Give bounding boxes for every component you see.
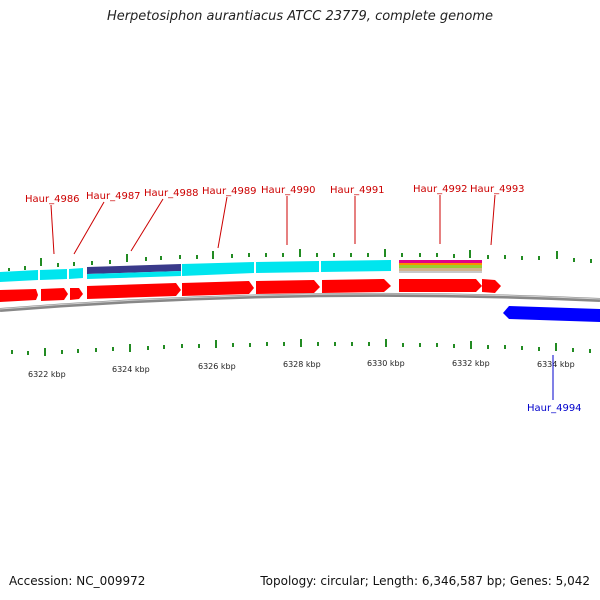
forward-gene-arrow — [87, 283, 181, 299]
reverse-gene-arrow — [503, 306, 600, 322]
forward-gene-track — [0, 279, 501, 302]
forward-gene-arrow — [256, 280, 320, 294]
gene-label: Haur_4987 — [86, 191, 141, 202]
leader-line — [50, 204, 55, 255]
upper-tick-row — [8, 249, 592, 271]
gene-label: Haur_4988 — [144, 188, 199, 199]
topology-text: Topology: circular; Length: 6,346,587 bp… — [260, 574, 590, 588]
forward-label-leaders — [50, 194, 496, 255]
kbp-label: 6330 kbp — [367, 359, 405, 368]
gene-label: Haur_4990 — [261, 185, 316, 196]
multicolor-feature — [399, 260, 482, 273]
cyan-feature — [87, 271, 181, 279]
lower-tick-row — [11, 339, 591, 356]
gene-label: Haur_4992 — [413, 184, 468, 195]
tan-stripe — [399, 268, 482, 271]
kbp-label: 6326 kbp — [198, 362, 236, 371]
kbp-label: 6334 kbp — [537, 360, 575, 369]
cyan-feature — [182, 262, 254, 276]
kbp-label: 6324 kbp — [112, 365, 150, 374]
forward-gene-labels: Haur_4986 Haur_4987 Haur_4988 Haur_4989 … — [25, 184, 525, 205]
leader-line — [130, 198, 164, 252]
cyan-feature — [69, 268, 83, 279]
forward-gene-arrow — [482, 279, 501, 293]
genome-backbone-highlight — [0, 293, 600, 310]
cyan-feature — [321, 260, 391, 272]
leader-line — [217, 196, 228, 249]
genome-backbone — [0, 292, 600, 312]
gene-label: Haur_4993 — [470, 184, 525, 195]
forward-gene-arrow — [0, 289, 38, 302]
magenta-stripe — [399, 260, 482, 263]
kbp-label: 6328 kbp — [283, 360, 321, 369]
cyan-feature — [40, 269, 67, 280]
olive-stripe — [399, 265, 482, 268]
cyan-feature — [0, 270, 38, 282]
gene-label: Haur_4991 — [330, 185, 385, 196]
kbp-label: 6332 kbp — [452, 359, 490, 368]
navy-feature — [87, 264, 181, 274]
forward-gene-arrow — [41, 288, 68, 301]
forward-gene-arrow — [399, 279, 482, 292]
cyan-feature — [256, 261, 319, 273]
leader-line — [490, 194, 496, 246]
cyan-feature-track — [0, 260, 391, 282]
gene-label: Haur_4986 — [25, 194, 80, 205]
kbp-label: 6322 kbp — [28, 370, 66, 379]
scale-labels: 6322 kbp 6324 kbp 6326 kbp 6328 kbp 6330… — [28, 359, 575, 379]
gray-stripe — [399, 271, 482, 273]
forward-gene-arrow — [182, 281, 254, 296]
leader-line — [73, 201, 105, 255]
forward-gene-arrow — [322, 279, 391, 293]
forward-gene-arrow — [70, 288, 83, 300]
gene-label: Haur_4989 — [202, 186, 257, 197]
genome-title: Herpetosiphon aurantiacus ATCC 23779, co… — [106, 9, 494, 24]
orange-stripe — [399, 263, 482, 265]
gene-label: Haur_4994 — [527, 403, 582, 414]
accession-text: Accession: NC_009972 — [9, 574, 146, 588]
